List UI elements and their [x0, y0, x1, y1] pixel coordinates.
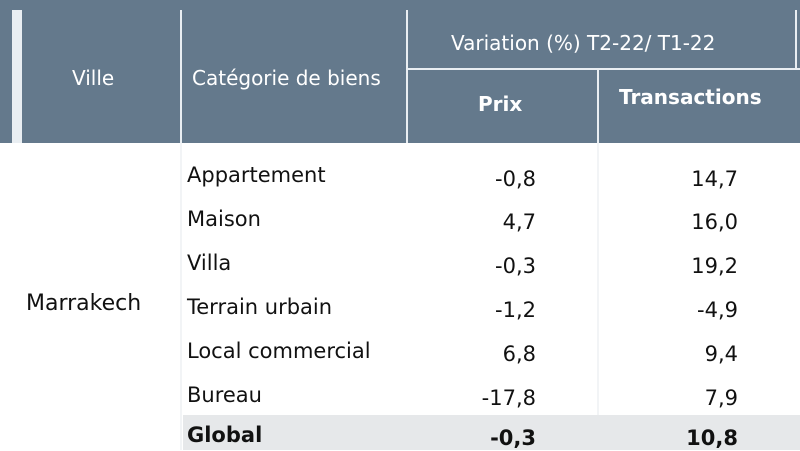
header-divider [795, 10, 797, 70]
row-prix: -0,8 [495, 167, 536, 191]
header-categorie: Catégorie de biens [192, 66, 381, 90]
row-prix: 4,7 [502, 210, 536, 234]
row-transactions: 14,7 [691, 167, 738, 191]
row-transactions: 16,0 [691, 210, 738, 234]
body-divider [180, 143, 182, 450]
global-transactions: 10,8 [686, 426, 738, 450]
row-prix: -0,3 [495, 254, 536, 278]
row-categorie: Terrain urbain [187, 295, 333, 319]
header-ville: Ville [72, 66, 115, 90]
body-divider [597, 143, 599, 450]
header-subrule [408, 68, 800, 70]
header-prix: Prix [478, 92, 523, 116]
city-name: Marrakech [26, 291, 142, 316]
row-transactions: 9,4 [704, 342, 738, 366]
row-categorie: Bureau [187, 383, 262, 407]
row-categorie: Villa [187, 251, 232, 275]
row-prix: -1,2 [495, 298, 536, 322]
global-row-bg [183, 415, 800, 450]
row-transactions: -4,9 [697, 298, 738, 322]
row-prix: -17,8 [481, 386, 536, 410]
row-categorie: Local commercial [187, 339, 371, 363]
row-transactions: 19,2 [691, 254, 738, 278]
header-divider [597, 70, 599, 143]
row-prix: 6,8 [502, 342, 536, 366]
global-prix: -0,3 [490, 426, 536, 450]
header-divider [406, 10, 408, 143]
table-header: Ville Catégorie de biens Variation (%) T… [0, 0, 800, 143]
header-divider [180, 10, 182, 143]
row-categorie: Appartement [187, 163, 326, 187]
global-categorie: Global [187, 423, 263, 447]
header-variation: Variation (%) T2-22/ T1-22 [451, 31, 716, 55]
header-transactions: Transactions [619, 85, 762, 109]
row-transactions: 7,9 [704, 386, 738, 410]
row-categorie: Maison [187, 207, 261, 231]
header-left-border [12, 10, 22, 143]
